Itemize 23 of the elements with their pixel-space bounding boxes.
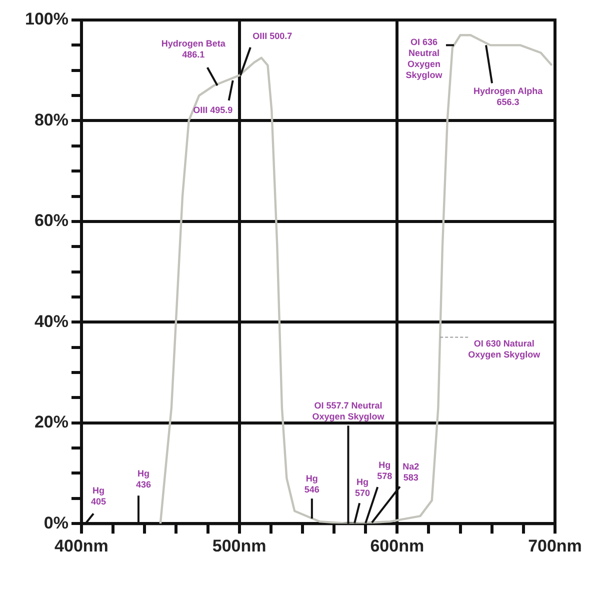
y-tick-label: 40% xyxy=(34,312,68,331)
annotation: Hydrogen Beta 486.1 xyxy=(161,38,226,60)
annotation: Hg 570 xyxy=(355,477,370,498)
y-tick-label: 100% xyxy=(24,10,68,29)
annotation: Na2 583 xyxy=(402,462,420,483)
annotation: OI 630 Natural Oxygen Skyglow xyxy=(468,338,542,360)
annotation: OI 557.7 Neutral Oxygen Skyglow xyxy=(312,400,386,422)
annotation: Hg 578 xyxy=(377,460,392,482)
annotation: Hg 546 xyxy=(304,474,320,495)
y-tick-label: 80% xyxy=(34,110,68,130)
annotation: Hydrogen Alpha 656.3 xyxy=(473,86,544,108)
annotation: Hg 405 xyxy=(90,486,106,507)
y-tick-label: 0% xyxy=(44,513,68,532)
annotation: OI 636 Neutral Oxygen Skyglow xyxy=(406,37,444,80)
annotation: OIII 495.9 xyxy=(193,104,233,115)
y-tick-label: 60% xyxy=(34,211,68,230)
y-tick-label: 20% xyxy=(34,412,68,432)
x-tick-label: 700nm xyxy=(528,536,582,556)
x-tick-label: 400nm xyxy=(54,536,108,556)
annotation: OIII 500.7 xyxy=(252,30,292,41)
annotation: Hg 436 xyxy=(136,468,151,490)
x-tick-label: 600nm xyxy=(370,536,424,556)
x-tick-label: 500nm xyxy=(212,536,266,556)
